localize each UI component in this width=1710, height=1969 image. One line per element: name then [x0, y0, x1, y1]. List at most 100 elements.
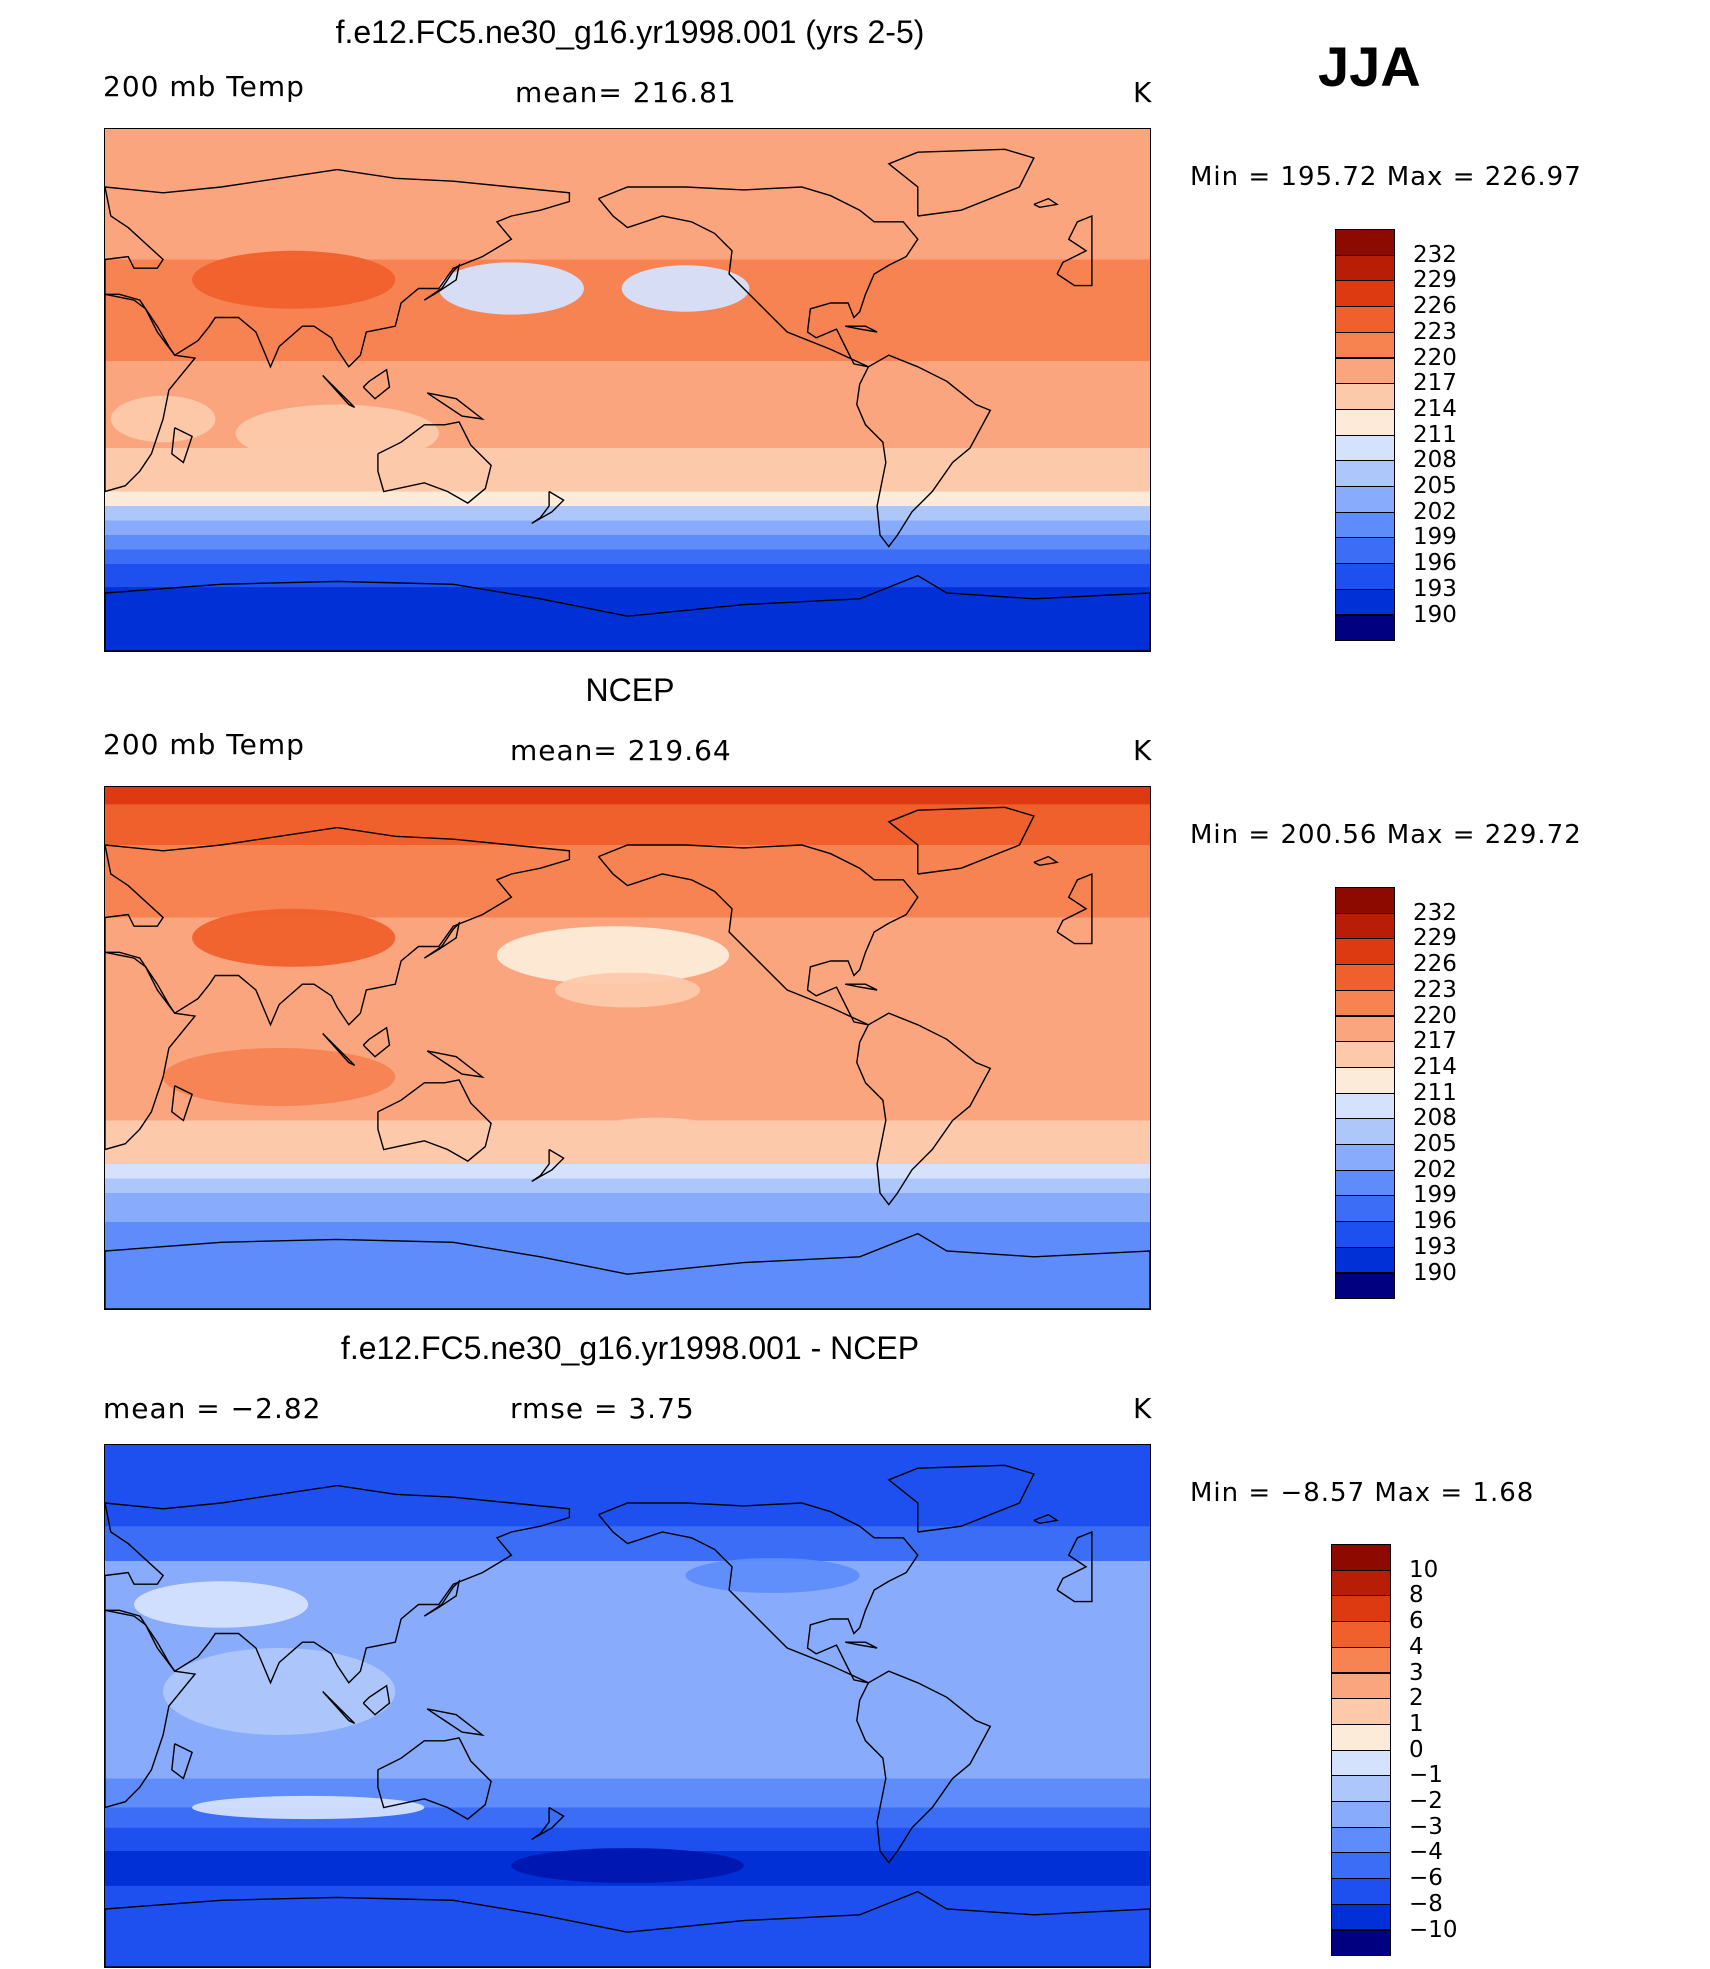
contour-band	[105, 564, 1150, 588]
contour-region	[554, 972, 701, 1008]
contour-region	[511, 1848, 744, 1883]
panel-2-minmax: Min = 200.56 Max = 229.72	[1190, 820, 1582, 850]
colorbar-tick-label: 223	[1413, 318, 1457, 345]
panel-3-title: f.e12.FC5.ne30_g16.yr1998.001 - NCEP	[340, 1330, 920, 1366]
colorbar-tick-label: 202	[1413, 1156, 1457, 1183]
coastline	[531, 1806, 565, 1841]
colorbar-tick-label: 226	[1413, 951, 1457, 978]
panel-1-mean-label: mean= 216.81	[515, 76, 737, 109]
colorbar-swatch	[1335, 1221, 1395, 1248]
colorbar-swatch	[1335, 280, 1395, 308]
colorbar-tick-label: 8	[1409, 1582, 1424, 1609]
colorbar-tick-label: −1	[1409, 1762, 1443, 1789]
coastline	[377, 1079, 492, 1162]
colorbar-swatch	[1331, 1723, 1391, 1751]
colorbar-tick-label: 2	[1409, 1685, 1424, 1712]
contour-band	[105, 1164, 1150, 1179]
colorbar-tick-label: −2	[1409, 1788, 1443, 1814]
panel-3-rmse-label: rmse = 3.75	[510, 1392, 695, 1425]
contour-band	[105, 181, 1150, 260]
colorbar-swatch	[1331, 1878, 1391, 1905]
colorbar-tick-label: −10	[1409, 1916, 1458, 1943]
colorbar-tick-label: 10	[1409, 1556, 1439, 1583]
coastline	[856, 1012, 992, 1206]
coastline	[856, 1670, 992, 1864]
contour-band	[105, 1885, 1150, 1967]
colorbar-swatch	[1331, 1903, 1391, 1931]
colorbar-tick-label: 223	[1413, 976, 1457, 1003]
colorbar-swatch	[1331, 1698, 1391, 1725]
colorbar-tick-label: 205	[1413, 473, 1457, 499]
panel-2-title: NCEP	[585, 672, 675, 708]
colorbar-swatch	[1331, 1646, 1391, 1674]
coastline	[1033, 1513, 1059, 1525]
coastline	[856, 354, 992, 548]
contour-band	[105, 448, 1150, 492]
coastline	[1056, 872, 1093, 945]
contour-region	[163, 1048, 396, 1106]
contour-band	[105, 1193, 1150, 1223]
colorbar-tick-label: 199	[1413, 1182, 1457, 1209]
coastline	[105, 1890, 1150, 1967]
coastline	[105, 1484, 571, 1685]
colorbar-tick-label: 208	[1413, 1105, 1457, 1132]
coastline	[1033, 197, 1059, 209]
colorbar-swatch	[1335, 912, 1395, 940]
panel-2-map	[104, 786, 1151, 1310]
colorbar-swatch	[1331, 1852, 1391, 1880]
colorbar-swatch	[1335, 1066, 1395, 1094]
colorbar-swatch	[1335, 486, 1395, 513]
coastline	[171, 1085, 193, 1122]
colorbar-swatch	[1335, 537, 1395, 565]
colorbar-tick-label: 205	[1413, 1131, 1457, 1157]
colorbar-swatch	[1331, 1775, 1391, 1802]
coastline	[322, 375, 356, 409]
colorbar-swatch	[1335, 1169, 1395, 1197]
colorbar-swatch	[1335, 383, 1395, 410]
contour-region	[192, 1795, 425, 1820]
panel-3-minmax: Min = −8.57 Max = 1.68	[1190, 1478, 1535, 1508]
panel-3-units-label: K	[1133, 1392, 1153, 1425]
contour-band	[105, 1488, 1150, 1527]
colorbar-swatch	[1335, 1144, 1395, 1171]
colorbar-tick-label: 211	[1413, 1079, 1457, 1106]
coastline	[531, 1148, 565, 1183]
contour-band	[105, 1178, 1150, 1194]
coastline	[845, 983, 878, 991]
coastline	[887, 806, 1035, 875]
panel-1-map	[104, 128, 1151, 652]
coastline	[423, 1579, 461, 1617]
colorbar-swatch	[1335, 511, 1395, 539]
coastline	[597, 186, 919, 368]
colorbar-tick-label: 220	[1413, 1002, 1457, 1029]
coastline	[171, 427, 193, 464]
colorbar-swatch	[1335, 964, 1395, 991]
coastline	[845, 325, 878, 333]
colorbar-swatch	[1335, 938, 1395, 966]
colorbar-swatch	[1335, 254, 1395, 282]
season-label: JJA	[1318, 35, 1421, 98]
colorbar-tick-label: 4	[1409, 1633, 1424, 1660]
colorbar-tick-label: 214	[1413, 395, 1457, 422]
colorbar-swatch	[1331, 1749, 1391, 1777]
coastline	[887, 1464, 1035, 1533]
colorbar-swatch	[1335, 588, 1395, 616]
contour-band	[105, 1222, 1150, 1309]
coastline	[105, 574, 1150, 651]
coastline	[1056, 214, 1093, 287]
colorbar-swatch	[1335, 460, 1395, 487]
colorbar-swatch	[1331, 1621, 1391, 1648]
contour-band	[105, 520, 1150, 536]
coastline	[171, 1743, 193, 1780]
colorbar-tick-label: 196	[1413, 1208, 1457, 1235]
colorbar-tick-label: 217	[1413, 370, 1457, 397]
panel-1-variable-label: 200 mb Temp	[103, 70, 305, 103]
colorbar-swatch	[1335, 306, 1395, 333]
contour-band	[105, 549, 1150, 565]
colorbar-swatch	[1335, 1092, 1395, 1120]
colorbar-swatch	[1335, 1041, 1395, 1068]
colorbar-tick-label: 1	[1409, 1710, 1424, 1737]
colorbar-swatch	[1335, 1195, 1395, 1223]
colorbar-tick-label: 208	[1413, 447, 1457, 474]
colorbar-swatch	[1335, 434, 1395, 462]
